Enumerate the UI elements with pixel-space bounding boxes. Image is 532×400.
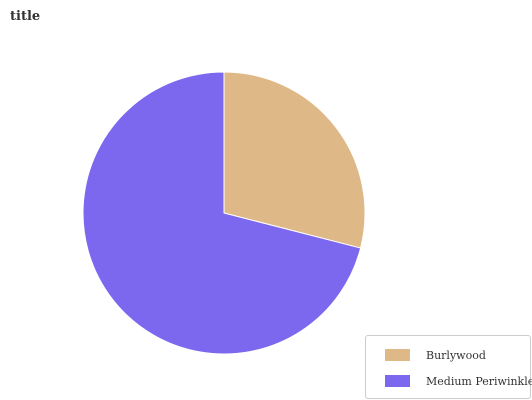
- chart-title: title: [10, 9, 41, 24]
- legend-item-medium-periwinkle: Medium Periwinkle: [385, 373, 532, 389]
- legend-swatch-medium-periwinkle: [385, 375, 410, 387]
- legend: Burlywood Medium Periwinkle: [365, 335, 532, 399]
- legend-swatch-burlywood: [385, 349, 410, 361]
- legend-label-medium-periwinkle: Medium Periwinkle: [426, 374, 532, 388]
- legend-item-burlywood: Burlywood: [385, 347, 486, 363]
- pie-slice-medium-periwinkle: [82, 71, 362, 355]
- legend-label-burlywood: Burlywood: [426, 348, 486, 362]
- pie-slice-burlywood: [223, 71, 366, 249]
